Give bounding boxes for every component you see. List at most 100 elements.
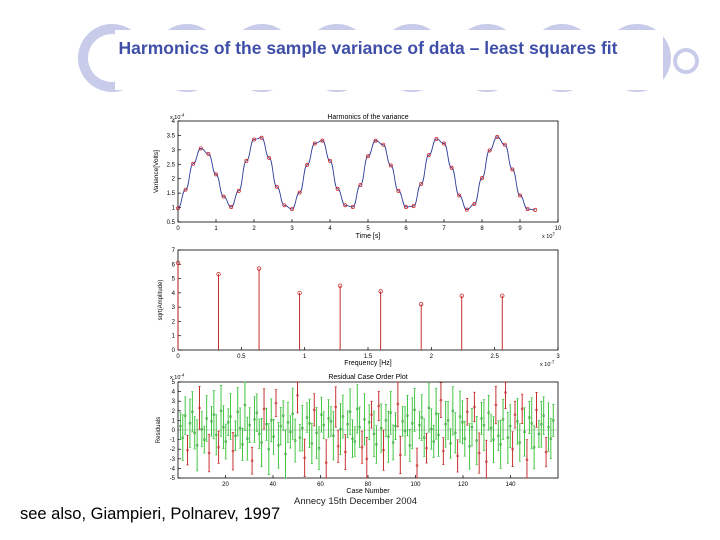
stem-marker xyxy=(378,289,383,294)
residual-point xyxy=(394,424,397,428)
residual-point xyxy=(523,430,526,434)
footer-text: Annecy 15th December 2004 xyxy=(294,496,418,507)
residual-point xyxy=(441,449,445,453)
data-point xyxy=(198,146,203,151)
residual-point xyxy=(279,424,283,428)
data-point xyxy=(449,165,454,170)
residual-point xyxy=(339,427,342,431)
residual-point xyxy=(298,436,302,440)
residual-point xyxy=(348,410,352,414)
residual-point xyxy=(195,444,199,447)
residual-point xyxy=(193,431,197,435)
chart2-y-tick-label: 1 xyxy=(172,334,176,340)
residual-point xyxy=(506,436,510,440)
residual-point xyxy=(539,422,543,426)
data-point xyxy=(434,136,439,141)
residual-point xyxy=(413,408,416,412)
residual-point xyxy=(408,444,412,447)
residual-point xyxy=(391,441,395,444)
residual-point xyxy=(477,451,481,455)
stem-marker xyxy=(459,293,464,298)
chart-harmonics: 0.5 1 1.5 2 2.5 3 3.5 4 0 1 2 3 4 5 6 7 8 9 10 Harmonics of… xyxy=(153,113,562,241)
caption-text: see also, Giampieri, Polnarev, 1997 xyxy=(20,505,281,523)
residual-point xyxy=(332,434,335,438)
x-tick-label: 0 xyxy=(176,354,180,360)
data-point xyxy=(457,193,462,198)
residual-point xyxy=(274,401,278,405)
x-tick-label: 3 xyxy=(290,226,294,232)
residual-point xyxy=(430,427,433,431)
stem-marker xyxy=(419,302,424,307)
chart1-y-tick-label: 3.5 xyxy=(167,133,176,139)
plot-frame xyxy=(177,120,559,223)
residual-point xyxy=(308,421,311,425)
residual-point xyxy=(468,444,471,448)
chart1-y-tick-label: 0.5 xyxy=(167,220,176,226)
data-point xyxy=(510,167,515,172)
residual-point xyxy=(496,434,500,438)
residual-point xyxy=(317,446,321,450)
residual-point xyxy=(358,425,361,429)
residual-point xyxy=(222,425,225,429)
chart3-y-tick-label: -3 xyxy=(170,457,176,463)
residual-point xyxy=(212,413,216,416)
residual-point xyxy=(262,407,266,411)
residual-point xyxy=(542,414,546,417)
data-point xyxy=(290,207,294,211)
chart1-x-label: Time [s] xyxy=(356,233,381,240)
residual-point xyxy=(229,415,232,418)
chart2-x-label: Frequency [Hz] xyxy=(344,360,392,367)
residual-point xyxy=(475,439,479,442)
residual-point xyxy=(463,437,467,440)
stem-marker xyxy=(337,283,343,288)
residual-point xyxy=(401,420,405,423)
residual-point xyxy=(351,437,354,440)
data-point xyxy=(404,205,408,209)
x-tick-label: 2 xyxy=(430,354,434,360)
residual-point xyxy=(293,439,297,442)
chart2-y-tick-label: 3 xyxy=(172,305,176,311)
residual-point xyxy=(382,448,385,452)
data-point xyxy=(381,142,386,147)
residual-point xyxy=(334,405,338,409)
chart1-y-label: Variance[Volts] xyxy=(153,150,160,193)
x-tick-label: 3 xyxy=(556,354,560,360)
x-tick-label: 10 xyxy=(555,226,562,232)
data-point xyxy=(282,203,287,208)
chart1-x-exponent: x 107 xyxy=(542,232,555,241)
residual-point xyxy=(377,404,381,408)
data-point xyxy=(358,183,363,188)
residual-point xyxy=(241,443,244,446)
residual-point xyxy=(511,447,514,451)
chart2-y-label: sqrt(Amplitude) xyxy=(158,280,164,321)
stem-marker xyxy=(500,293,505,298)
stem-marker xyxy=(297,290,302,296)
data-point xyxy=(411,204,416,209)
residual-point xyxy=(375,443,378,446)
residual-point xyxy=(281,414,285,417)
residual-point xyxy=(437,433,440,437)
residual-point xyxy=(214,433,218,437)
data-point xyxy=(229,205,234,209)
residual-point xyxy=(234,434,237,438)
residual-point xyxy=(253,418,256,421)
data-point xyxy=(472,202,477,207)
x-tick-label: 1 xyxy=(303,354,307,360)
chart1-y-tick-label: 4 xyxy=(172,119,176,125)
residual-point xyxy=(480,417,483,420)
residual-point xyxy=(355,407,359,411)
residual-point xyxy=(494,403,498,407)
data-point xyxy=(480,176,484,181)
chart1-y-tick-label: 3 xyxy=(172,148,176,154)
x-tick-label: 140 xyxy=(505,482,516,488)
residual-point xyxy=(403,429,407,433)
stem-marker xyxy=(216,272,221,277)
data-point xyxy=(320,138,325,143)
residual-point xyxy=(315,431,318,435)
residual-point xyxy=(248,423,252,427)
chart1-y-tick-label: 2 xyxy=(172,177,176,183)
residual-point xyxy=(267,447,271,451)
residual-point xyxy=(444,422,448,426)
x-tick-label: 0.5 xyxy=(237,354,246,360)
